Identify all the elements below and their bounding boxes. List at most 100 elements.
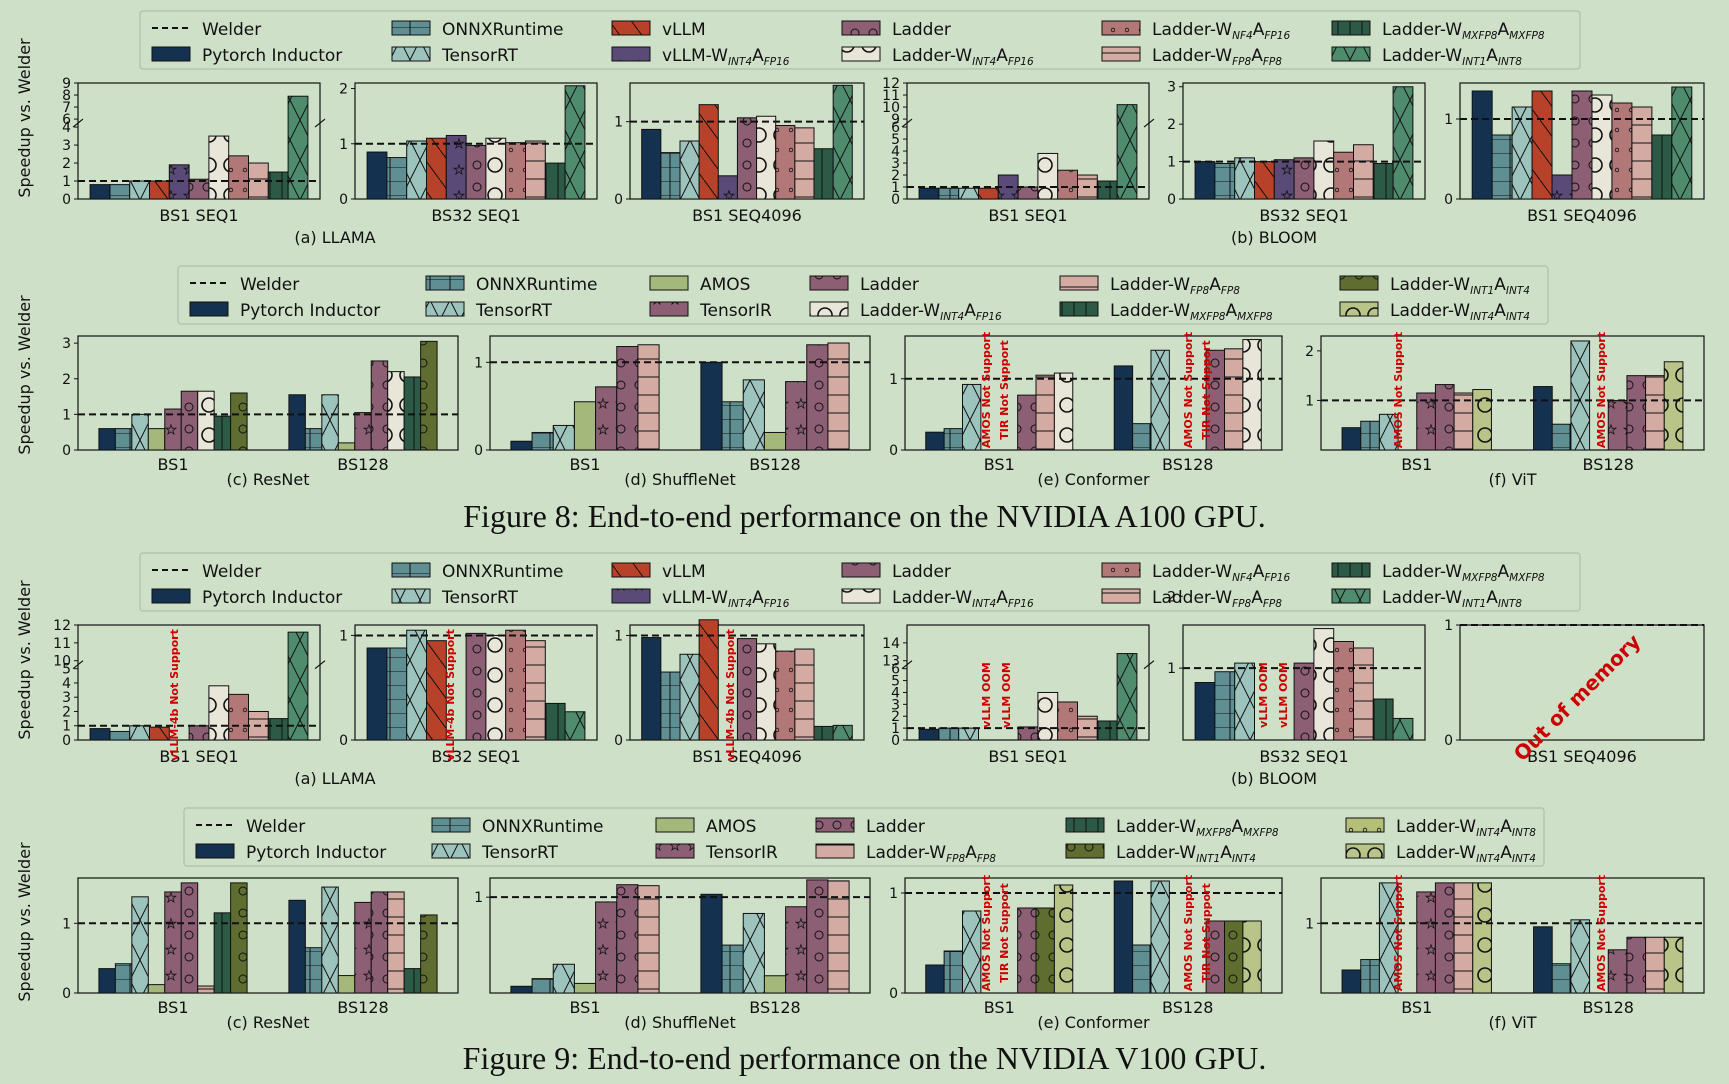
y-tick-label: 0 bbox=[1167, 192, 1176, 208]
legend-label: Ladder-WINT1AINT4 bbox=[1116, 843, 1256, 865]
annotation-amos-not-support: AMOS Not Support bbox=[1595, 332, 1608, 448]
x-tick-label: BS128 bbox=[749, 455, 800, 474]
bar-hatch bbox=[1671, 87, 1692, 199]
bar-hatch bbox=[756, 643, 776, 740]
panel-title: BS32 SEQ1 bbox=[431, 747, 520, 766]
panel-title: BS1 SEQ1 bbox=[159, 206, 238, 225]
bar-hatch bbox=[722, 401, 744, 450]
bar-hatch bbox=[1054, 373, 1073, 450]
y-tick-label: 1 bbox=[891, 721, 900, 737]
bar-hatch bbox=[553, 964, 575, 993]
bar-hatch bbox=[1037, 153, 1058, 199]
bar-hatch bbox=[371, 891, 388, 993]
bar-hatch bbox=[1611, 103, 1632, 199]
legend-frame bbox=[177, 265, 1549, 325]
bars bbox=[366, 629, 586, 741]
group-label: (b) BLOOM bbox=[1231, 769, 1317, 788]
bar-hatch bbox=[794, 649, 815, 740]
bar-pytorch-inductor-bs1 bbox=[925, 431, 945, 451]
swatch-hatch bbox=[612, 589, 650, 603]
swatch-hatch bbox=[1102, 21, 1140, 35]
plot-frame bbox=[489, 335, 871, 451]
bar-hatch bbox=[806, 879, 828, 993]
bar-hatch bbox=[785, 906, 807, 993]
swatch-hatch bbox=[842, 47, 880, 61]
y-tick-label: 1 bbox=[62, 719, 71, 735]
bar-hatch bbox=[1512, 107, 1533, 199]
bar-hatch bbox=[1360, 421, 1380, 450]
bar-pytorch-inductor-bs128 bbox=[1533, 926, 1553, 994]
swatch-hatch bbox=[842, 563, 880, 577]
y-tick-label: 0 bbox=[339, 192, 348, 208]
bar-hatch bbox=[1057, 170, 1078, 199]
swatch-hatch bbox=[432, 844, 470, 858]
axis-break-mark bbox=[314, 118, 326, 128]
bar-hatch bbox=[1608, 400, 1627, 450]
bar-hatch bbox=[420, 914, 438, 993]
legend-label: ONNXRuntime bbox=[482, 817, 603, 837]
legend-label: vLLM-WINT4AFP16 bbox=[662, 46, 790, 68]
swatch-fill bbox=[151, 46, 191, 62]
bar-hatch bbox=[806, 344, 828, 450]
legend-swatch bbox=[1059, 301, 1099, 317]
panel-title: (e) Conformer bbox=[1037, 1013, 1150, 1032]
bar-hatch bbox=[743, 379, 765, 450]
bar-hatch bbox=[1393, 86, 1413, 199]
bar-amos-bs1 bbox=[573, 401, 597, 451]
y-tick-label: 12 bbox=[53, 618, 71, 634]
y-tick-label: 13 bbox=[882, 654, 900, 670]
bar-hatch bbox=[1234, 663, 1255, 740]
panel-fig8-c-resnet: 0 1 2 3 BS1 BS128 (c) ResNet bbox=[62, 335, 459, 489]
bar-hatch bbox=[1214, 163, 1235, 199]
bar-pytorch-inductor-bs128 bbox=[1533, 386, 1553, 451]
bar-hatch bbox=[164, 409, 182, 450]
bar-hatch bbox=[1373, 163, 1394, 199]
plot-frame bbox=[77, 335, 459, 451]
bar-hatch bbox=[532, 978, 554, 993]
bar-hatch bbox=[1645, 375, 1665, 450]
panel-title: BS1 SEQ1 bbox=[159, 747, 238, 766]
legend-label: ONNXRuntime bbox=[442, 562, 563, 582]
y-tick-label: 1 bbox=[1167, 155, 1176, 171]
bar-pytorch-inductor-bs1 bbox=[510, 440, 533, 451]
panel-fig8-bs32-seq1: 0 1 2 BS32 SEQ1 bbox=[339, 82, 598, 225]
legend-label: Welder bbox=[240, 275, 299, 295]
x-tick-label: BS128 bbox=[337, 998, 388, 1017]
y-tick-label: 0 bbox=[614, 192, 623, 208]
legend-label: vLLM bbox=[662, 20, 706, 40]
legend-label: Welder bbox=[246, 817, 305, 837]
swatch-hatch bbox=[810, 276, 848, 290]
bar-hatch bbox=[595, 901, 617, 993]
bar-hatch bbox=[565, 85, 585, 199]
legend-swatch bbox=[649, 275, 689, 291]
swatch-hatch bbox=[426, 276, 464, 290]
y-axis-title-fig8-bottom: Speedup vs. Welder bbox=[15, 295, 34, 455]
bar-amos-bs1 bbox=[573, 982, 597, 994]
bar-hatch bbox=[354, 412, 372, 450]
y-tick-label: 0 bbox=[1444, 733, 1453, 749]
plot-frame bbox=[1320, 335, 1705, 451]
y-tick-label: 1 bbox=[62, 916, 71, 932]
panel-title: BS1 SEQ4096 bbox=[1527, 206, 1637, 225]
panel-title: BS1 SEQ4096 bbox=[692, 747, 802, 766]
swatch-hatch bbox=[1060, 276, 1098, 290]
y-tick-label: 0 bbox=[614, 733, 623, 749]
annotation-amos-not-support: AMOS Not Support bbox=[1182, 875, 1195, 991]
panel-fig8-e-conformer: 0 1 BS1 BS128 (e) Conformer AMOS Not Support T… bbox=[889, 332, 1283, 489]
bar-hatch bbox=[230, 393, 248, 450]
y-tick-label: 3 bbox=[891, 697, 900, 713]
bar-hatch bbox=[1018, 187, 1038, 199]
legend-swatch bbox=[195, 843, 235, 859]
y-tick-label: 0 bbox=[889, 443, 898, 459]
legend-swatch bbox=[611, 562, 651, 578]
bar-hatch bbox=[131, 896, 149, 993]
y-tick-label: 4 bbox=[891, 685, 900, 701]
bar-hatch bbox=[371, 360, 388, 450]
bar-pytorch-inductor-bs1 bbox=[925, 964, 945, 994]
legend-swatch bbox=[1065, 843, 1105, 859]
x-tick-label: BS1 bbox=[1401, 998, 1432, 1017]
bar-hatch bbox=[1206, 921, 1225, 993]
legend-label: Ladder-WFP8AFP8 bbox=[866, 843, 996, 865]
y-tick-label: 5 bbox=[891, 674, 900, 690]
